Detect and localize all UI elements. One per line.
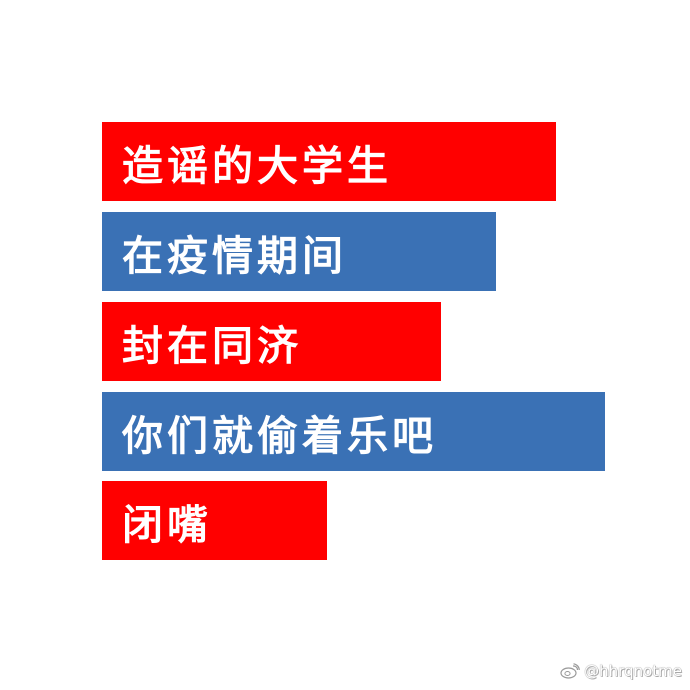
- banner-text-3: 封在同济: [122, 321, 302, 370]
- watermark-handle: @hhrqnotme: [584, 662, 682, 680]
- weibo-icon: [560, 663, 581, 679]
- banner-text-2: 在疫情期间: [122, 231, 347, 280]
- banner-text-1: 造谣的大学生: [122, 141, 392, 190]
- banner-line-1: 造谣的大学生: [102, 122, 556, 201]
- watermark: @hhrqnotme: [560, 662, 682, 680]
- banner-text-4: 你们就偷着乐吧: [122, 411, 437, 460]
- banner-line-3: 封在同济: [102, 302, 441, 381]
- banner-line-5: 闭嘴: [102, 481, 327, 560]
- banner-text-5: 闭嘴: [122, 500, 212, 549]
- banner-line-2: 在疫情期间: [102, 212, 496, 291]
- banner-line-4: 你们就偷着乐吧: [102, 392, 605, 471]
